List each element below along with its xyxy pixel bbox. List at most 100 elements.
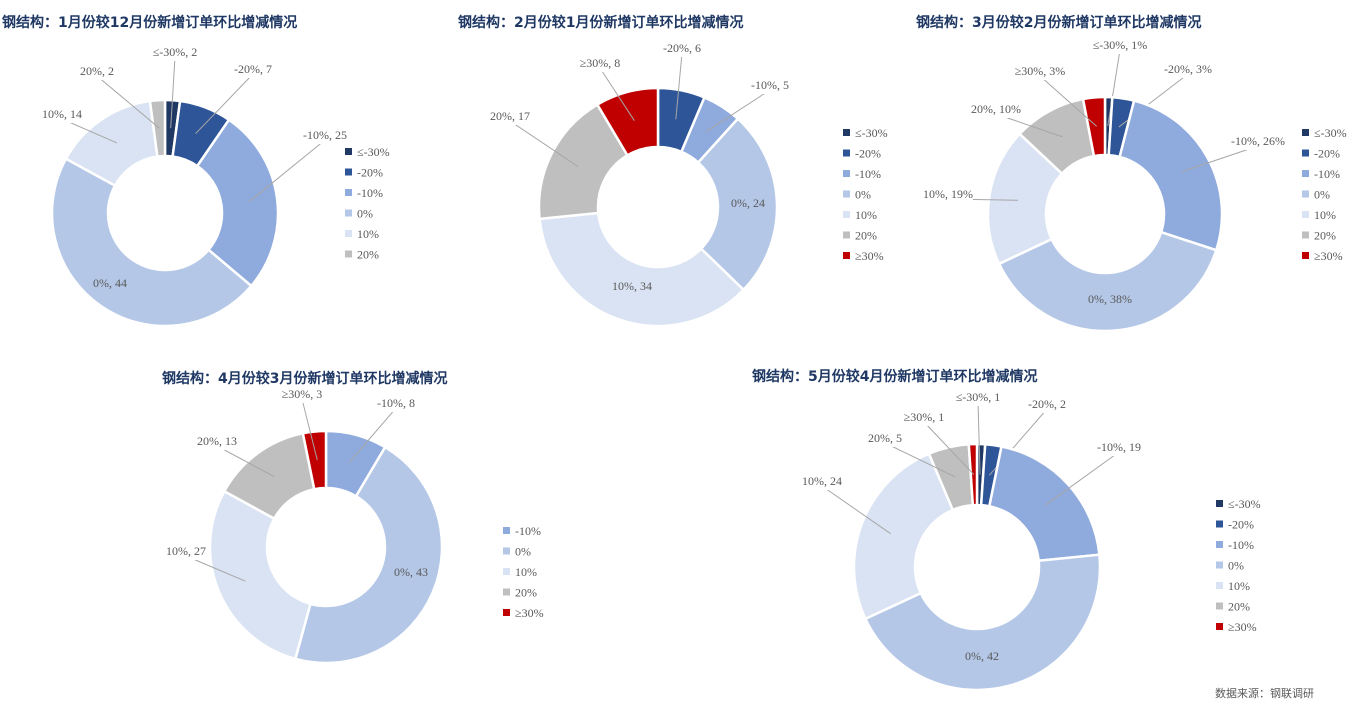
data-label: 10%, 34 xyxy=(612,279,652,293)
legend-chart-2: ≤-30% -20% -10% 0% 10% 20% ≥30% xyxy=(843,126,888,263)
data-label-backing xyxy=(923,187,973,203)
data-label: 0%, 42 xyxy=(965,649,999,663)
legend-swatch xyxy=(345,189,352,196)
legend-label: 20% xyxy=(515,585,537,599)
donut-chart-3: ≤-30%, 1% -20%, 3% -10%, 26% 0%, 38% 10%, 19… xyxy=(923,38,1286,333)
legend-swatch xyxy=(1302,252,1309,259)
legend-chart-1: ≤-30% -20% -10% 0% 10% 20% xyxy=(345,145,390,261)
legend-chart-4: -10% 0% 10% 20% ≥30% xyxy=(503,524,544,620)
data-label-backing xyxy=(1015,64,1065,80)
legend-label: -20% xyxy=(357,165,383,179)
legend-label: ≤-30% xyxy=(855,126,888,140)
data-label: ≥30%, 3% xyxy=(1015,64,1066,78)
data-label: -10%, 19 xyxy=(1097,440,1141,454)
donut-segment-0 xyxy=(997,230,1218,333)
data-label: 20%, 5 xyxy=(868,431,902,445)
legend-label: 20% xyxy=(357,247,379,261)
legend-label: -20% xyxy=(1314,146,1340,160)
leader-line xyxy=(599,67,635,121)
legend-label: ≥30% xyxy=(515,606,544,620)
data-label-backing xyxy=(953,390,1003,406)
legend-swatch xyxy=(1216,602,1223,610)
legend-label: -10% xyxy=(515,524,541,538)
data-label: -10%, 25 xyxy=(303,128,347,142)
data-label-backing xyxy=(195,434,239,450)
donut-segment-ge30 xyxy=(595,86,660,158)
data-label: -20%, 6 xyxy=(663,41,701,55)
leader-line xyxy=(1045,451,1120,506)
legend-swatch xyxy=(843,149,850,157)
data-label-backing xyxy=(866,431,904,447)
legend-swatch xyxy=(1216,520,1223,528)
legend-swatch xyxy=(503,527,510,534)
data-label-backing xyxy=(800,474,844,490)
legend-label: 10% xyxy=(855,208,877,222)
chart-4-title: 钢结构：4月份较3月份新增订单环比增减情况 xyxy=(162,371,448,387)
data-label: -20%, 2 xyxy=(1028,397,1066,411)
donut-segment--10 xyxy=(1118,99,1224,252)
legend-label: 0% xyxy=(855,187,871,201)
legend-label: 20% xyxy=(855,228,877,242)
leader-line xyxy=(195,73,254,135)
data-label-backing xyxy=(578,56,622,72)
data-label-backing xyxy=(1025,397,1069,413)
leader-line xyxy=(1039,75,1098,127)
donut-segment-0 xyxy=(50,156,254,328)
legend-label: 10% xyxy=(515,565,537,579)
data-label: ≤-30%, 1 xyxy=(956,390,1001,404)
data-label: -20%, 3% xyxy=(1164,62,1212,76)
legend-swatch xyxy=(843,231,850,239)
donut-chart-2: -20%, 6 -10%, 5 0%, 24 10%, 34 20%, 17 ≥30%, … xyxy=(488,41,792,328)
legend-label: -10% xyxy=(357,186,383,200)
legend-swatch xyxy=(1216,582,1223,589)
legend-swatch xyxy=(843,170,850,177)
legend-label: 0% xyxy=(1228,558,1244,572)
data-label-backing xyxy=(374,396,418,412)
data-label-backing xyxy=(1094,440,1144,456)
data-label-backing xyxy=(1092,38,1148,54)
data-label-backing xyxy=(748,78,792,94)
data-label-backing xyxy=(164,544,208,560)
legend-swatch xyxy=(843,129,850,136)
legend-chart-3: ≤-30% -20% -10% 0% 10% 20% ≥30% xyxy=(1302,126,1347,263)
legend-label: 0% xyxy=(515,544,531,558)
legend-swatch xyxy=(345,168,352,176)
data-label-backing xyxy=(660,41,704,57)
leader-line xyxy=(509,120,579,168)
data-label-backing xyxy=(902,410,946,426)
legend-swatch xyxy=(1302,170,1309,177)
data-label: 20%, 10% xyxy=(971,102,1021,116)
chart-3-title: 钢结构：3月份较2月份新增订单环比增减情况 xyxy=(916,15,1202,31)
legend-swatch xyxy=(843,190,850,198)
data-label: 20%, 17 xyxy=(490,109,530,123)
data-label: 0%, 24 xyxy=(731,196,765,210)
donut-chart-5: ≤-30%, 1 -20%, 2 -10%, 19 0%, 42 10%, 24 20%,… xyxy=(800,390,1144,692)
legend-swatch xyxy=(503,547,510,555)
legend-label: 10% xyxy=(1314,208,1336,222)
data-label: 0%, 43 xyxy=(394,565,428,579)
data-label: -10%, 5 xyxy=(751,78,789,92)
legend-swatch xyxy=(1302,211,1309,218)
legend-swatch xyxy=(1302,149,1309,157)
legend-label: ≥30% xyxy=(1228,620,1257,634)
legend-label: 10% xyxy=(1228,579,1250,593)
data-label: ≥30%, 1 xyxy=(904,410,945,424)
chart-2-title: 钢结构：2月份较1月份新增订单环比增减情况 xyxy=(458,15,744,31)
data-label-backing xyxy=(971,102,1021,118)
leader-line xyxy=(1181,145,1259,173)
legend-label: 20% xyxy=(1228,599,1250,613)
data-label: 0%, 44 xyxy=(93,276,127,290)
donut-segment-ge30 xyxy=(1081,95,1107,158)
legend-chart-5: ≤-30% -20% -10% 0% 10% 20% ≥30% xyxy=(1216,497,1261,634)
leader-line xyxy=(1107,49,1121,127)
legend-swatch xyxy=(503,609,510,616)
legend-label: ≤-30% xyxy=(1228,497,1261,511)
leader-line xyxy=(884,442,956,478)
legend-label: 10% xyxy=(357,227,379,241)
legend-swatch xyxy=(1302,231,1309,239)
leader-line xyxy=(977,401,981,475)
data-label: 10%, 19% xyxy=(923,187,973,201)
data-label-backing xyxy=(78,64,116,80)
data-label: 10%, 27 xyxy=(166,544,206,558)
data-label: ≥30%, 8 xyxy=(580,56,621,70)
